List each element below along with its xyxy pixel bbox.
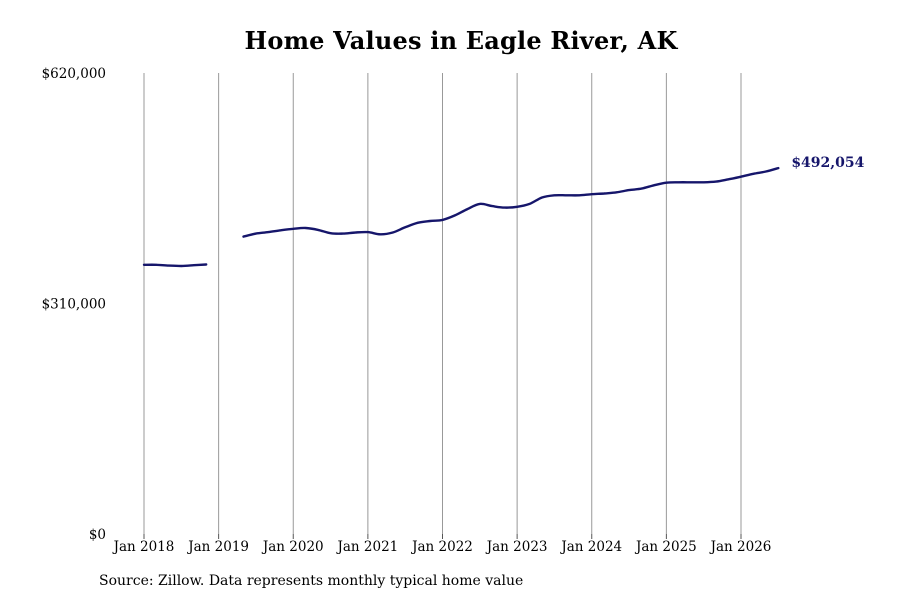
x-tick-label: Jan 2019 (186, 539, 249, 555)
x-tick-label: Jan 2018 (112, 539, 175, 555)
x-axis-tick-labels: Jan 2018 Jan 2019 Jan 2020 Jan 2021 Jan 2022… (112, 534, 772, 555)
x-tick-label: Jan 2021 (335, 539, 398, 555)
y-axis-tick-labels: $0 $310,000 $620,000 (42, 66, 106, 543)
series-line (142, 166, 780, 268)
x-tick-label: Jan 2022 (410, 539, 473, 555)
x-tick-label: Jan 2025 (634, 539, 697, 555)
x-tick-label: Jan 2024 (559, 539, 622, 555)
end-value-label-group: $492,054 (791, 155, 864, 171)
y-tick-label: $620,000 (42, 66, 106, 82)
series-line-segment-1 (142, 263, 208, 268)
x-tick-label: Jan 2023 (485, 539, 548, 555)
y-tick-label: $310,000 (42, 297, 106, 313)
gridlines (143, 73, 742, 534)
source-note: Source: Zillow. Data represents monthly … (99, 573, 524, 589)
x-tick-label: Jan 2020 (261, 539, 324, 555)
series-line-segment-2 (242, 166, 780, 238)
x-tick-label: Jan 2026 (709, 539, 772, 555)
y-tick-label: $0 (89, 527, 106, 543)
chart-title: Home Values in Eagle River, AK (244, 26, 678, 55)
end-value-label: $492,054 (791, 155, 864, 171)
